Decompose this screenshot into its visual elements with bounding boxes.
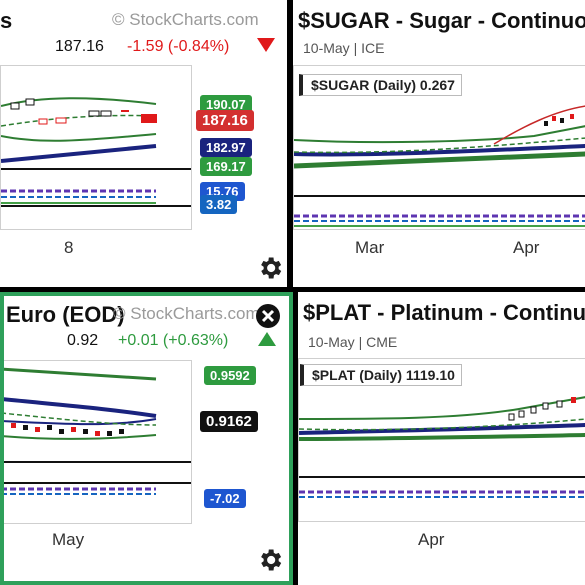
tag-upper-band: 190.07 [200, 95, 252, 114]
tag-last-price: 187.16 [196, 110, 254, 131]
triangle-up-icon [258, 332, 276, 346]
panel-title: s [0, 8, 13, 33]
chart-panel-top-right[interactable]: $SUGAR - Sugar - Continuo 10-May | ICE $… [293, 0, 585, 287]
panel-subtitle: 10-May | ICE [303, 40, 385, 56]
tag-ma: 182.97 [200, 138, 252, 157]
price-chart[interactable] [4, 360, 192, 524]
gear-icon[interactable] [256, 254, 284, 282]
chart-panel-top-left[interactable]: s © StockCharts.com 187.16 -1.59 (-0.84%… [0, 0, 287, 287]
price-change: +0.01 (+0.63%) [118, 332, 229, 349]
tag-indicator: -7.02 [204, 489, 246, 508]
price-change: -1.59 (-0.84%) [127, 38, 230, 55]
panel-subtitle: 10-May | CME [308, 334, 398, 350]
triangle-down-icon [257, 38, 275, 52]
x-axis-label-apr: Apr [418, 530, 445, 549]
x-axis-label: 8 [64, 238, 74, 257]
panel-title: Euro (EOD) [6, 302, 125, 327]
x-axis-label-mar: Mar [355, 238, 385, 257]
x-axis-label-apr: Apr [513, 238, 540, 257]
watermark: © StockCharts.com [112, 10, 259, 29]
gear-icon[interactable] [256, 546, 284, 574]
chart-panel-bottom-left[interactable]: Euro (EOD) © StockCharts.com 0.92 +0.01 … [0, 292, 293, 585]
chart-panel-bottom-right[interactable]: $PLAT - Platinum - Continuo 10-May | CME… [298, 292, 585, 585]
series-label: $SUGAR (Daily) 0.267 [299, 74, 462, 96]
tag-lower-band: 169.17 [200, 157, 252, 176]
x-axis-label: May [52, 530, 85, 549]
tag-indicator-2: 3.82 [200, 195, 238, 214]
price-chart[interactable] [0, 65, 192, 230]
last-price: 0.92 [67, 332, 99, 349]
last-price: 187.16 [55, 38, 104, 55]
tag-upper-band: 0.9592 [204, 366, 256, 385]
tag-last-price: 0.9162 [200, 411, 258, 432]
panel-title: $PLAT - Platinum - Continuo [303, 300, 585, 325]
close-icon[interactable] [4, 296, 291, 583]
panel-title: $SUGAR - Sugar - Continuo [298, 8, 585, 33]
watermark: © StockCharts.com [113, 304, 260, 323]
series-label: $PLAT (Daily) 1119.10 [300, 364, 462, 386]
price-chart[interactable] [293, 65, 585, 230]
